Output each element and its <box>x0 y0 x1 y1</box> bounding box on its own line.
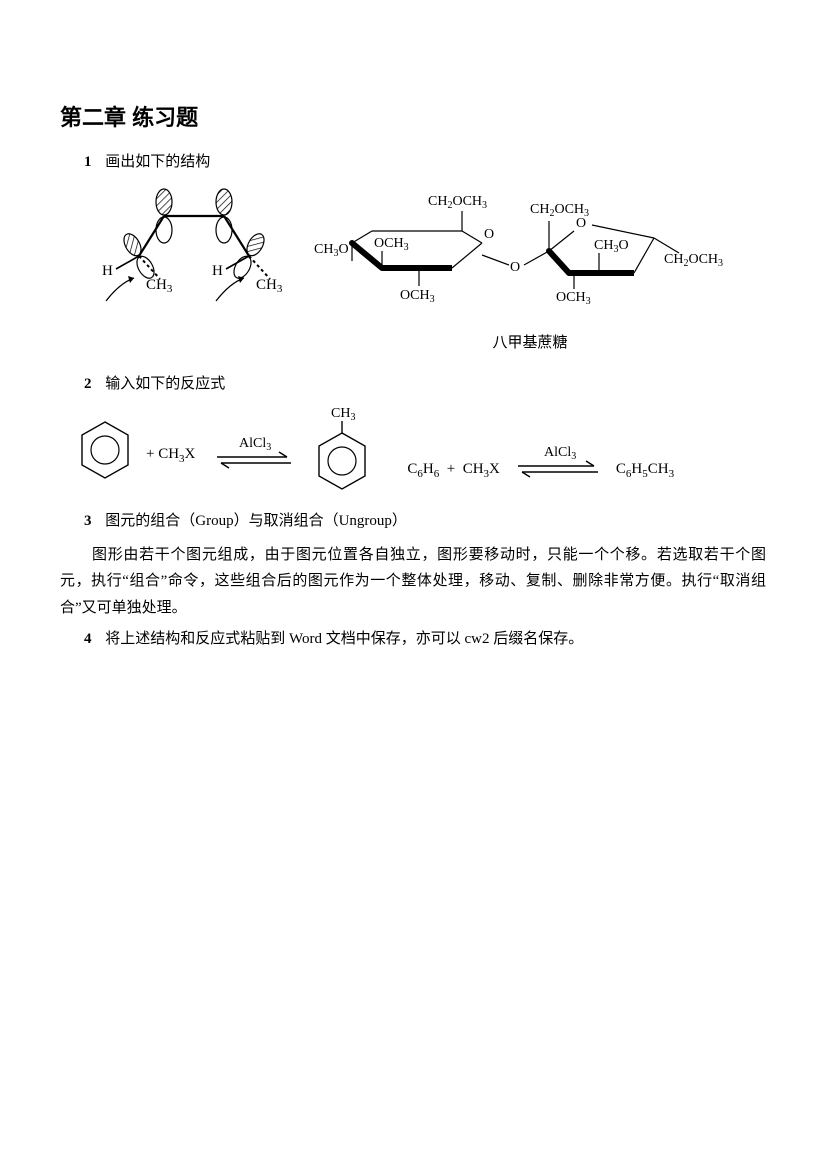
reaction2-rhs: C6H5CH3 <box>616 461 674 480</box>
orbital-CH3-left: CH3 <box>146 277 173 295</box>
sucrose-O-left: O <box>484 227 494 242</box>
sucrose-caption: 八甲基蔗糖 <box>320 331 740 352</box>
svg-text:AlCl3: AlCl3 <box>544 445 576 462</box>
benzene-icon <box>70 410 140 500</box>
question-4: 4 将上述结构和反应式粘贴到 Word 文档中保存，亦可以 cw2 后缀名保存。 <box>84 627 766 648</box>
sucrose-diagram: O CH2OCH3 CH3O OCH3 OCH3 O O <box>314 183 744 323</box>
q1-text: 画出如下的结构 <box>105 154 210 170</box>
sucrose-OCH3-inner-left: OCH3 <box>374 236 409 253</box>
orbital-diagram: H CH3 H CH3 <box>94 183 304 313</box>
svg-text:CH3: CH3 <box>331 406 355 423</box>
sucrose-OCH3-bottom-left: OCH3 <box>400 288 435 305</box>
sucrose-O-mid: O <box>510 260 520 275</box>
q2-number: 2 <box>84 376 92 392</box>
sucrose-CH2OCH3-right: CH2OCH3 <box>664 252 723 269</box>
reaction1-plus: + CH3X <box>146 446 195 465</box>
question-3: 3 图元的组合（Group）与取消组合（Ungroup） <box>84 509 766 530</box>
sucrose-CH2OCH3-top-right: CH2OCH3 <box>530 202 589 219</box>
question-1: 1 画出如下的结构 <box>84 150 766 171</box>
reaction2-lhs: C6H6 + CH3X <box>407 461 500 480</box>
paragraph-3: 图形由若干个图元组成，由于图元位置各自独立，图形要移动时，只能一个个移。若选取若… <box>60 542 766 621</box>
svg-text:AlCl3: AlCl3 <box>239 436 271 453</box>
sucrose-OCH3-bottom-right: OCH3 <box>556 290 591 307</box>
q3-text: 图元的组合（Group）与取消组合（Ungroup） <box>105 513 407 529</box>
reaction-1: + CH3X AlCl3 CH3 C6H6 + CH3X AlCl3 <box>70 405 766 505</box>
question-2: 2 输入如下的反应式 <box>84 372 766 393</box>
sucrose-CH3O-left: CH3O <box>314 242 349 259</box>
q4-text: 将上述结构和反应式粘贴到 Word 文档中保存，亦可以 cw2 后缀名保存。 <box>105 631 583 647</box>
sucrose-CH3O-inner-right: CH3O <box>594 238 629 255</box>
orbital-H-right: H <box>212 263 223 279</box>
equilibrium-arrow-1: AlCl3 <box>209 435 299 475</box>
q1-number: 1 <box>84 154 92 170</box>
orbital-H-left: H <box>102 263 113 279</box>
q2-text: 输入如下的反应式 <box>105 376 225 392</box>
page: 第二章 练习题 1 画出如下的结构 <box>0 0 826 720</box>
toluene-icon: CH3 <box>307 405 377 505</box>
q3-number: 3 <box>84 513 92 529</box>
sucrose-CH2OCH3-top-left: CH2OCH3 <box>428 194 487 211</box>
orbital-CH3-right: CH3 <box>256 277 283 295</box>
chapter-heading: 第二章 练习题 <box>60 100 766 132</box>
equilibrium-arrow-2: AlCl3 <box>508 444 608 484</box>
figure-row-1: H CH3 H CH3 O <box>94 183 766 323</box>
q4-number: 4 <box>84 631 92 647</box>
